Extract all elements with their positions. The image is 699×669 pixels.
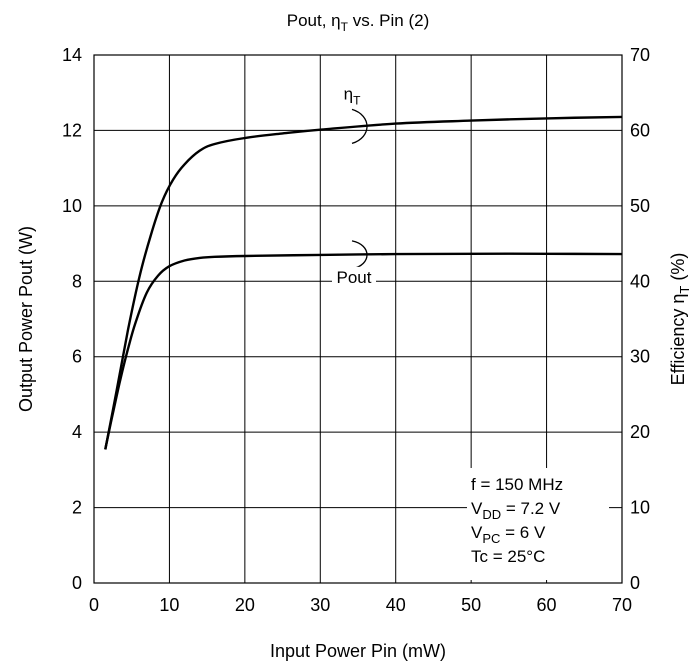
x-tick-label: 10 — [159, 595, 179, 615]
series-group — [104, 115, 623, 450]
condition-sub: DD — [482, 507, 501, 522]
ylabel-right-post: (%) — [668, 253, 688, 286]
ylabel-right-pre: Efficiency η — [668, 294, 688, 386]
y-right-tick-label: 10 — [630, 498, 650, 518]
x-tick-label: 30 — [310, 595, 330, 615]
condition-rest: = 6 V — [500, 523, 546, 542]
condition-rest: = 7.2 V — [501, 499, 561, 518]
y-right-tick-label: 50 — [630, 196, 650, 216]
title-post: vs. Pin (2) — [348, 11, 429, 30]
eta-series-marker — [351, 108, 368, 145]
condition-line: f = 150 MHz — [471, 475, 563, 494]
x-tick-label: 70 — [612, 595, 632, 615]
condition-main: f = 150 MHz — [471, 475, 563, 494]
x-axis-label: Input Power Pin (mW) — [270, 641, 446, 661]
y-axis-label-left: Output Power Pout (W) — [16, 226, 36, 412]
condition-main: V — [471, 523, 483, 542]
y-right-tick-label: 20 — [630, 422, 650, 442]
chart-title: Pout, ηT vs. Pin (2) — [287, 11, 429, 34]
y-left-tick-label: 10 — [62, 196, 82, 216]
y-right-tick-label: 70 — [630, 45, 650, 65]
x-tick-label: 0 — [89, 595, 99, 615]
plot-frame — [93, 54, 623, 584]
x-tick-label: 40 — [386, 595, 406, 615]
title-sub: T — [341, 20, 349, 34]
pout-series-line — [104, 252, 623, 450]
x-tick-label: 20 — [235, 595, 255, 615]
condition-line: VPC = 6 V — [471, 523, 546, 546]
y-right-tick-label: 30 — [630, 347, 650, 367]
y-left-tick-label: 6 — [72, 347, 82, 367]
tick-labels: 0 10 20 30 40 50 60 700246810121401020304050607… — [62, 45, 650, 615]
grid — [94, 55, 622, 583]
y-left-tick-label: 12 — [62, 120, 82, 140]
y-right-tick-label: 60 — [630, 120, 650, 140]
y-left-tick-label: 4 — [72, 422, 82, 442]
x-tick-label: 60 — [537, 595, 557, 615]
eta-series-label: ηT — [344, 84, 361, 107]
y-left-tick-label: 0 — [72, 573, 82, 593]
eta-series-line — [104, 115, 623, 450]
eta-label-sub: T — [353, 93, 361, 107]
condition-line: VDD = 7.2 V — [471, 499, 561, 522]
y-right-tick-label: 0 — [630, 573, 640, 593]
condition-main: V — [471, 499, 483, 518]
title-pre: Pout, η — [287, 11, 341, 30]
y-left-tick-label: 8 — [72, 271, 82, 291]
y-left-tick-label: 14 — [62, 45, 82, 65]
pout-series-label: Pout — [337, 268, 372, 287]
ylabel-right-sub: T — [677, 286, 692, 294]
eta-label-main: η — [344, 84, 353, 103]
y-right-tick-label: 40 — [630, 271, 650, 291]
condition-main: Tc = 25°C — [471, 547, 545, 566]
conditions-box — [467, 468, 609, 580]
pout-label-background — [332, 266, 376, 287]
x-tick-label: 50 — [461, 595, 481, 615]
y-left-tick-label: 2 — [72, 498, 82, 518]
condition-sub: PC — [482, 531, 500, 546]
condition-line: Tc = 25°C — [471, 547, 545, 566]
y-axis-label-right: Efficiency ηT (%) — [668, 253, 692, 386]
